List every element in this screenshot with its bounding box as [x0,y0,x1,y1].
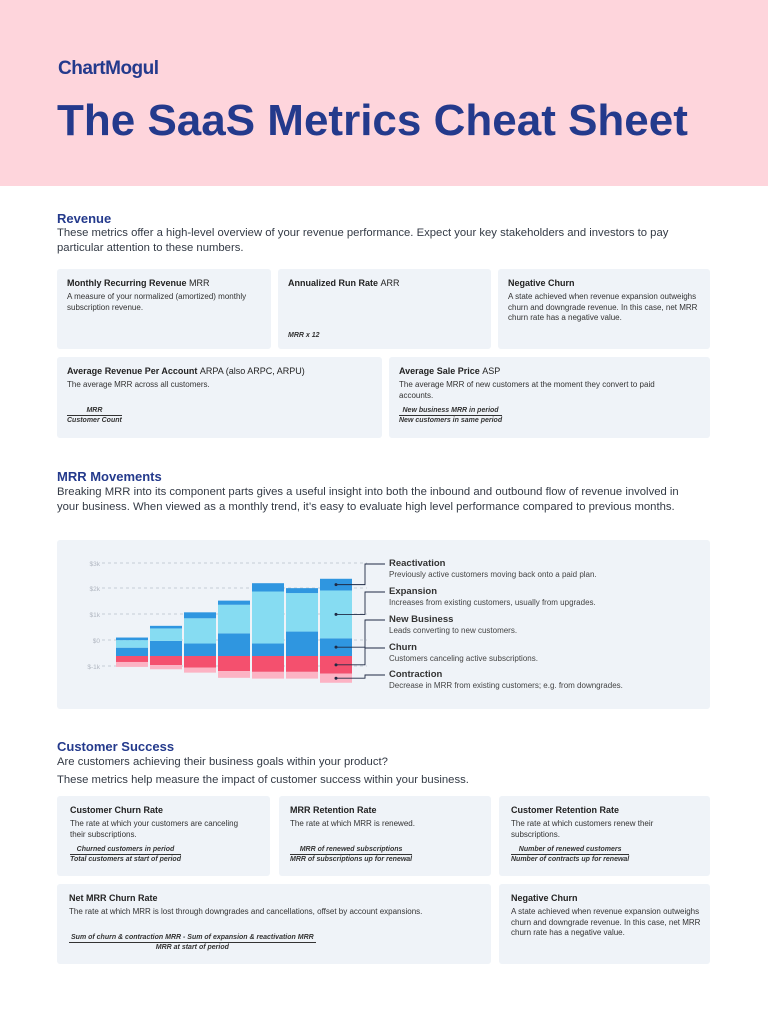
metric-card-arpa: Average Revenue Per Account ARPA (also A… [57,357,382,438]
card-title: Customer Retention Rate [511,805,620,815]
section-description-customer-success-1: Are customers achieving their business g… [57,756,388,768]
metric-card-negative-churn: Negative Churn A state achieved when rev… [498,269,710,349]
metric-card-negative-churn-2: Negative Churn A state achieved when rev… [499,884,710,964]
formula-net-mrr-churn-rate: Sum of churn & contraction MRR - Sum of … [69,934,316,951]
card-description: The rate at which MRR is lost through do… [69,907,423,916]
card-title: Average Sale Price ASP [399,366,501,376]
formula-arr: MRR x 12 [288,332,320,339]
bar-7 [320,578,352,683]
legend-new-business: New Business Leads converting to new cus… [389,614,518,635]
card-description: The rate at which customers renew their … [511,819,654,839]
formula-customer-retention-rate: Number of renewed customers Number of co… [511,846,630,863]
brand-logo: ChartMogul [58,58,159,79]
svg-text:$0: $0 [93,638,101,645]
card-title: Net MRR Churn Rate [69,893,158,903]
card-title: Monthly Recurring Revenue MRR [67,278,210,288]
mrr-movements-chart: $3k $2k $1k $0 $-1k Reactivation Previously … [57,540,710,709]
section-title-customer-success: Customer Success [57,739,175,754]
card-title: Negative Churn [508,278,575,288]
legend-contraction: Contraction Decrease in MRR from existin… [389,669,623,690]
svg-text:$3k: $3k [90,561,101,568]
card-description: The rate at which MRR is renewed. [290,819,415,828]
card-description: The average MRR of new customers at the … [399,380,655,400]
svg-text:$-1k: $-1k [87,664,100,671]
formula-customer-churn-rate: Churned customers in period Total custom… [70,846,181,863]
card-title: MRR Retention Rate [290,805,377,815]
metric-card-mrr: Monthly Recurring Revenue MRR A measure … [57,269,271,349]
card-title: Customer Churn Rate [70,805,164,815]
legend-churn: Churn Customers canceling active subscri… [389,642,538,663]
bar-2 [150,625,182,670]
metric-card-mrr-retention-rate: MRR Retention Rate The rate at which MRR… [279,796,491,876]
section-description-revenue: These metrics offer a high-level overvie… [57,227,669,254]
chart-bars [116,578,352,683]
legend-reactivation: Reactivation Previously active customers… [389,558,597,579]
svg-text:$1k: $1k [90,612,101,619]
card-description: A state achieved when revenue expansion … [508,292,698,322]
section-title-mrr-movements: MRR Movements [57,469,162,484]
page-title: The SaaS Metrics Cheat Sheet [57,96,688,145]
chart-y-axis: $3k $2k $1k $0 $-1k [87,561,100,671]
metric-card-customer-retention-rate: Customer Retention Rate The rate at whic… [499,796,710,876]
bar-4 [218,600,250,678]
section-description-mrr-movements: Breaking MRR into its component parts gi… [57,486,679,513]
metric-card-net-mrr-churn-rate: Net MRR Churn Rate The rate at which MRR… [57,884,491,964]
section-title-revenue: Revenue [57,211,112,226]
legend-expansion: Expansion Increases from existing custom… [389,586,596,607]
bar-3 [184,612,216,673]
metric-card-customer-churn-rate: Customer Churn Rate The rate at which yo… [57,796,270,876]
bar-5 [252,583,284,679]
formula-arpa: MRR Customer Count [67,407,122,424]
metric-card-arr: Annualized Run Rate ARR MRR x 12 [278,269,491,349]
card-description: A state achieved when revenue expansion … [511,907,701,937]
card-title: Average Revenue Per Account ARPA (also A… [67,366,305,376]
svg-text:$2k: $2k [90,586,101,593]
stacked-bar-chart: $3k $2k $1k $0 $-1k [87,561,385,683]
formula-mrr-retention-rate: MRR of renewed subscriptions MRR of subs… [290,846,413,863]
formula-asp: New business MRR in period New customers… [399,407,503,424]
section-description-customer-success-2: These metrics help measure the impact of… [57,774,469,786]
bar-1 [116,637,148,667]
hero-banner: ChartMogul The SaaS Metrics Cheat Sheet [0,0,768,186]
bar-6 [286,588,318,679]
card-title: Annualized Run Rate ARR [288,278,400,288]
card-description: The average MRR across all customers. [67,380,210,389]
card-title: Negative Churn [511,893,578,903]
legend-leader-lines [334,563,385,680]
card-description: A measure of your normalized (amortized)… [67,292,247,312]
metric-card-asp: Average Sale Price ASP The average MRR o… [389,357,710,438]
card-description: The rate at which your customers are can… [70,819,239,839]
